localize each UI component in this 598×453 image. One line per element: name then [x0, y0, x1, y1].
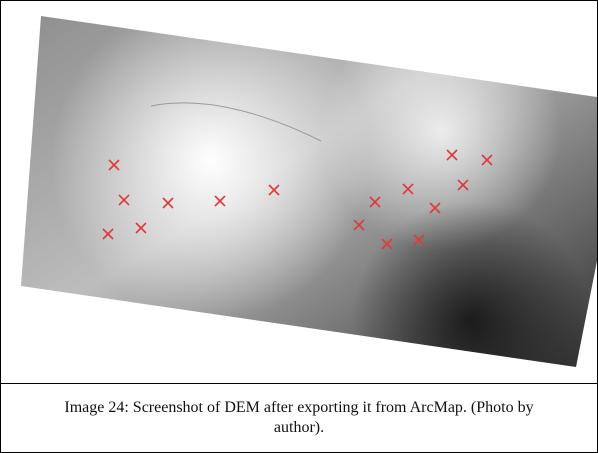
- caption-box: Image 24: Screenshot of DEM after export…: [1, 384, 597, 452]
- caption: Image 24: Screenshot of DEM after export…: [64, 398, 534, 438]
- dem-image: [1, 1, 597, 383]
- dem-raster: [1, 1, 597, 383]
- figure: Image 24: Screenshot of DEM after export…: [0, 0, 598, 453]
- image-frame: [1, 1, 597, 384]
